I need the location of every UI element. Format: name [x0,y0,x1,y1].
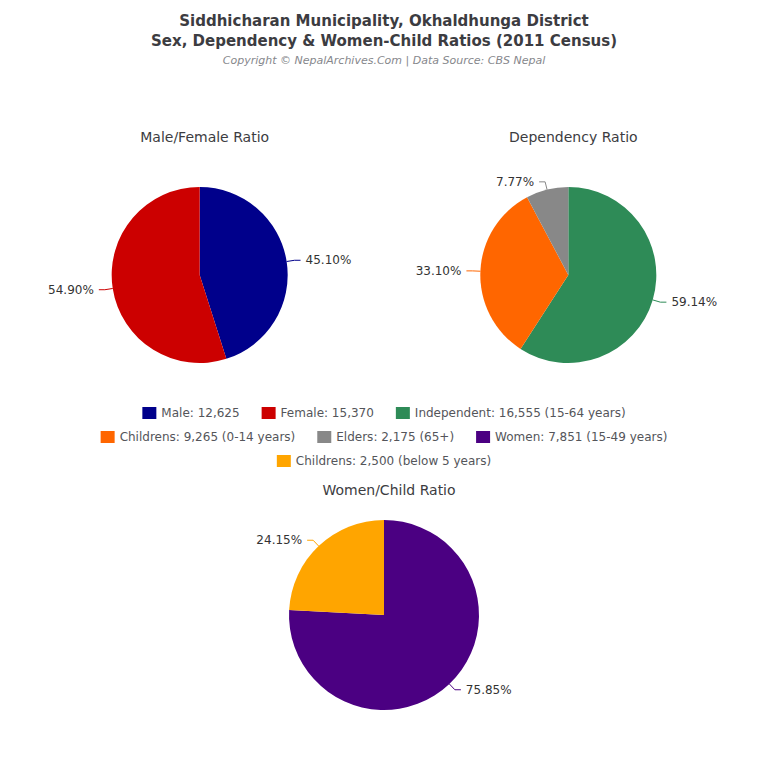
svg-text:Male/Female Ratio: Male/Female Ratio [140,129,269,145]
svg-text:Male: 12,625: Male: 12,625 [161,406,239,420]
svg-text:Independent: 16,555 (15-64 yea: Independent: 16,555 (15-64 years) [415,406,626,420]
svg-text:Female: 15,370: Female: 15,370 [281,406,374,420]
svg-text:Women: 7,851 (15-49 years): Women: 7,851 (15-49 years) [495,430,667,444]
svg-text:7.77%: 7.77% [496,175,534,189]
svg-text:75.85%: 75.85% [466,683,512,697]
svg-text:24.15%: 24.15% [256,533,302,547]
svg-text:54.90%: 54.90% [48,283,94,297]
svg-text:Sex, Dependency & Women-Child: Sex, Dependency & Women-Child Ratios (20… [151,32,617,50]
svg-text:Women/Child Ratio: Women/Child Ratio [322,482,455,498]
svg-text:33.10%: 33.10% [416,264,462,278]
svg-text:Dependency Ratio: Dependency Ratio [509,129,638,145]
svg-text:45.10%: 45.10% [306,253,352,267]
svg-text:Copyright © NepalArchives.Com: Copyright © NepalArchives.Com | Data Sou… [223,54,545,67]
svg-text:Childrens: 9,265 (0-14 years): Childrens: 9,265 (0-14 years) [120,430,296,444]
svg-text:Siddhicharan Municipality, Okh: Siddhicharan Municipality, Okhaldhunga D… [179,12,588,30]
svg-text:59.14%: 59.14% [671,295,717,309]
svg-text:Childrens: 2,500 (below 5 year: Childrens: 2,500 (below 5 years) [296,454,491,468]
svg-text:Elders: 2,175 (65+): Elders: 2,175 (65+) [336,430,454,444]
